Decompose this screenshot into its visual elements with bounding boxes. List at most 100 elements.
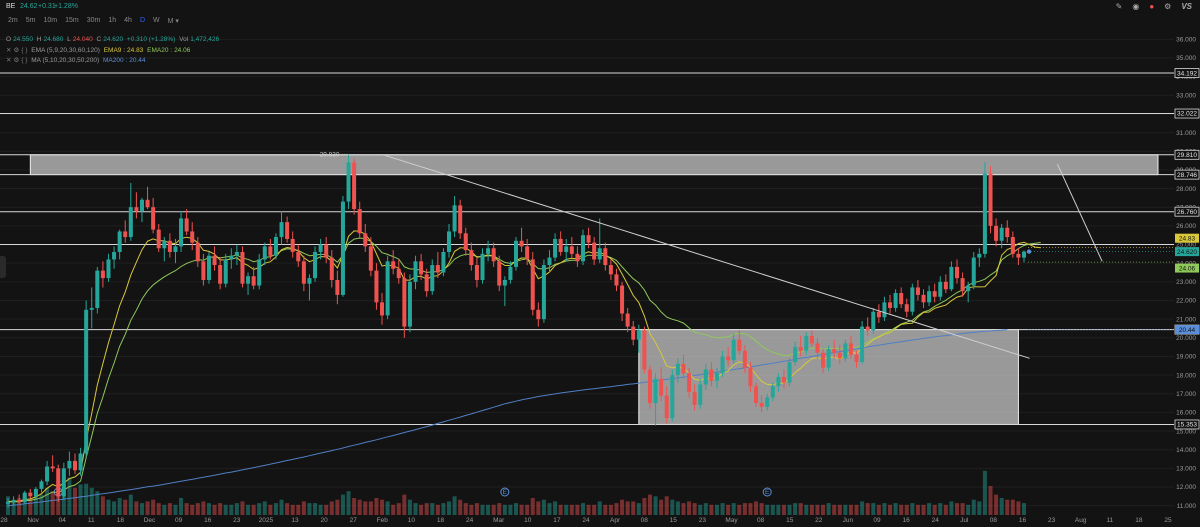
y-tick-label: 23.000 (1176, 279, 1196, 286)
timeframe-button[interactable]: 5m (25, 17, 36, 24)
price-tag-box (1175, 233, 1199, 243)
settings-icon[interactable]: ⚙ (13, 47, 20, 54)
candle (201, 261, 206, 280)
volume-bar (793, 503, 798, 515)
volume-bar (257, 503, 262, 515)
candle (631, 326, 636, 340)
volume-bar (112, 501, 117, 515)
code-icon[interactable]: { } (21, 47, 28, 54)
volume-bar (971, 499, 976, 515)
code-icon[interactable]: { } (21, 57, 28, 64)
candle (821, 352, 826, 368)
ema9-label: EMA9 : (103, 47, 126, 54)
timeframe-button[interactable]: 1h (108, 17, 117, 24)
candle (982, 173, 987, 254)
timeframe-button[interactable]: W (153, 17, 160, 24)
level-label-box (1174, 108, 1200, 119)
candle (949, 266, 954, 290)
pencil-icon[interactable]: ✎ (1115, 2, 1123, 11)
candle (865, 326, 870, 331)
x-tick-label: Mar (493, 517, 505, 524)
candle (888, 302, 893, 308)
candle (156, 229, 161, 249)
candle (296, 251, 301, 262)
volume-bar (564, 504, 569, 515)
volume-bar (285, 503, 290, 515)
candle (988, 173, 993, 226)
volume-bar (915, 504, 920, 515)
candle (971, 257, 976, 286)
volume-bar (625, 501, 630, 515)
x-tick-label: 11 (88, 517, 95, 524)
x-tick-label: 28 (0, 517, 8, 524)
volume-bar (597, 501, 602, 515)
volume-bar (430, 503, 435, 515)
timeframe-button[interactable]: D (139, 17, 145, 24)
volume-bar (653, 496, 658, 515)
volume-bar (262, 501, 267, 515)
palette-icon[interactable]: ◉ (1132, 2, 1140, 11)
close-icon[interactable]: ✕ (6, 57, 12, 64)
volume-bar (452, 496, 457, 515)
compare-vs-button[interactable]: VS (1181, 2, 1192, 11)
volume-bar (39, 494, 44, 515)
candle (458, 205, 463, 234)
symbol[interactable]: BE (6, 3, 16, 10)
timeframe-button[interactable]: 15m (65, 17, 79, 24)
candle (977, 253, 982, 258)
timeframe-button[interactable]: 2m (8, 17, 18, 24)
price-tag-label: 20.44 (1179, 327, 1196, 334)
candle (145, 199, 150, 208)
location-pin-icon[interactable]: ● (1149, 2, 1155, 11)
candle (659, 378, 664, 396)
volume-bar (815, 504, 820, 515)
x-tick-label: 23 (1048, 517, 1056, 524)
candle (430, 265, 435, 292)
last-price-dot (1026, 249, 1032, 254)
timeframe-button[interactable]: 10m (43, 17, 58, 24)
volume-bar (910, 503, 915, 515)
trendlines: 29.830 (320, 151, 1103, 359)
volume-bar (804, 504, 809, 515)
volume-bar (340, 494, 345, 515)
volume-bar (742, 503, 747, 515)
candle (653, 378, 658, 404)
ma-legend[interactable]: ✕ ⚙{ } MA (5,10,20,30,50,200) MA200 :20.4… (6, 56, 148, 64)
volume-bar (318, 504, 323, 515)
x-tick-label: 22 (815, 517, 823, 524)
volume-bar (474, 503, 479, 515)
side-panel-toggle[interactable] (0, 256, 6, 278)
candle (117, 231, 122, 252)
volume-bar (156, 503, 161, 515)
candle (754, 386, 759, 404)
x-tick-label: Jun (843, 517, 854, 524)
candle (72, 460, 77, 471)
y-tick-label: 19.000 (1176, 354, 1196, 361)
volume-bar (731, 503, 736, 515)
candle (447, 231, 452, 252)
volume-bar (290, 504, 295, 515)
y-tick-label: 20.000 (1176, 335, 1196, 342)
volume-bar (837, 504, 842, 515)
volume-bar (184, 503, 189, 515)
candles (5, 154, 1027, 508)
top-bar: BE 24.62 +0.31 +1.28% ✎ ◉ ● ⚙ VS (0, 0, 1200, 14)
timeframe-button[interactable]: M ▾ (167, 18, 179, 25)
timeframe-button[interactable]: 4h (124, 17, 132, 24)
volume-bar (1021, 503, 1027, 515)
candle (273, 237, 278, 256)
earnings-marker (762, 487, 772, 497)
x-tick-label: Nov (27, 517, 39, 524)
timeframe-button[interactable]: 30m (86, 17, 101, 24)
volume-bar (463, 503, 468, 515)
candle (871, 311, 876, 331)
volume-bar (296, 504, 301, 515)
compare-icon[interactable]: ⚙ (1164, 2, 1172, 11)
candle (547, 257, 552, 266)
candle (938, 281, 943, 297)
annotation-label: 29.830 (320, 151, 340, 158)
ema-legend[interactable]: ✕ ⚙{ } EMA (5,9,20,30,60,120) EMA9 :24.83… (6, 46, 192, 54)
settings-icon[interactable]: ⚙ (13, 57, 20, 64)
close-icon[interactable]: ✕ (6, 47, 12, 54)
